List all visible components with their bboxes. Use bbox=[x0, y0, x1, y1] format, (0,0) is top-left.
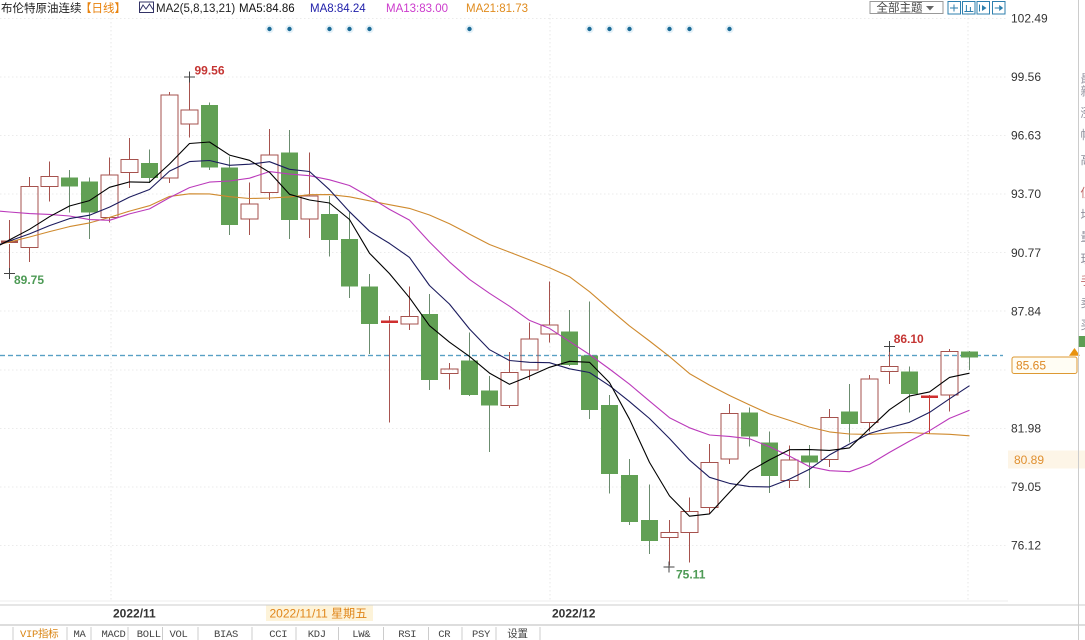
svg-text:手: 手 bbox=[1081, 274, 1085, 288]
svg-text:KDJ: KDJ bbox=[308, 629, 326, 640]
svg-text:2022/11: 2022/11 bbox=[113, 607, 156, 621]
svg-text:幅: 幅 bbox=[1081, 127, 1085, 142]
svg-text:102.49: 102.49 bbox=[1011, 12, 1048, 26]
svg-text:99.56: 99.56 bbox=[1011, 70, 1041, 84]
svg-text:87.84: 87.84 bbox=[1011, 304, 1041, 318]
svg-text:CCI: CCI bbox=[269, 629, 287, 640]
svg-text:MA13:83.00: MA13:83.00 bbox=[386, 3, 448, 15]
svg-text:89.75: 89.75 bbox=[14, 273, 44, 287]
svg-text:RSI: RSI bbox=[398, 629, 416, 640]
svg-text:80.89: 80.89 bbox=[1014, 453, 1044, 467]
svg-text:现: 现 bbox=[1081, 252, 1085, 266]
svg-text:MA21:81.73: MA21:81.73 bbox=[466, 3, 528, 15]
svg-text:PSY: PSY bbox=[472, 629, 491, 640]
svg-text:CR: CR bbox=[438, 629, 451, 640]
svg-text:MA5:84.86: MA5:84.86 bbox=[239, 3, 295, 15]
svg-text:79.05: 79.05 bbox=[1011, 480, 1041, 494]
svg-text:卖: 卖 bbox=[1081, 296, 1085, 310]
svg-text:2022/11/11 星期五: 2022/11/11 星期五 bbox=[270, 607, 368, 621]
svg-text:BIAS: BIAS bbox=[214, 629, 238, 640]
svg-text:最: 最 bbox=[1081, 72, 1085, 86]
svg-text:LW&: LW& bbox=[352, 629, 371, 640]
svg-text:设置: 设置 bbox=[507, 628, 527, 640]
svg-text:99.56: 99.56 bbox=[195, 64, 225, 78]
svg-text:买: 买 bbox=[1081, 318, 1085, 332]
svg-text:75.11: 75.11 bbox=[676, 568, 706, 582]
svg-text:BOLL: BOLL bbox=[137, 629, 161, 640]
svg-text:新: 新 bbox=[1081, 84, 1085, 99]
svg-text:76.12: 76.12 bbox=[1011, 539, 1041, 553]
svg-text:量: 量 bbox=[1081, 230, 1085, 244]
svg-text:MA2(5,8,13,21): MA2(5,8,13,21) bbox=[156, 3, 235, 15]
svg-text:MA: MA bbox=[73, 629, 86, 640]
svg-text:96.63: 96.63 bbox=[1011, 129, 1041, 143]
svg-text:93.70: 93.70 bbox=[1011, 187, 1041, 201]
svg-text:MA8:84.24: MA8:84.24 bbox=[310, 3, 366, 15]
svg-text:布伦特原油连续: 布伦特原油连续 bbox=[1, 1, 82, 15]
svg-text:涨: 涨 bbox=[1081, 105, 1085, 120]
svg-text:2022/12: 2022/12 bbox=[552, 607, 596, 621]
svg-text:86.10: 86.10 bbox=[894, 332, 924, 346]
svg-text:MACD: MACD bbox=[101, 629, 125, 640]
svg-text:VIP指标: VIP指标 bbox=[20, 627, 59, 640]
svg-text:VOL: VOL bbox=[169, 629, 187, 640]
svg-text:81.98: 81.98 bbox=[1011, 422, 1041, 436]
svg-text:【日线】: 【日线】 bbox=[80, 1, 126, 15]
svg-text:85.65: 85.65 bbox=[1016, 359, 1046, 373]
svg-text:高: 高 bbox=[1081, 152, 1085, 167]
svg-text:全部主题: 全部主题 bbox=[877, 1, 923, 15]
svg-text:90.77: 90.77 bbox=[1011, 246, 1041, 260]
svg-text:均: 均 bbox=[1081, 208, 1085, 222]
svg-text:低: 低 bbox=[1081, 186, 1085, 200]
